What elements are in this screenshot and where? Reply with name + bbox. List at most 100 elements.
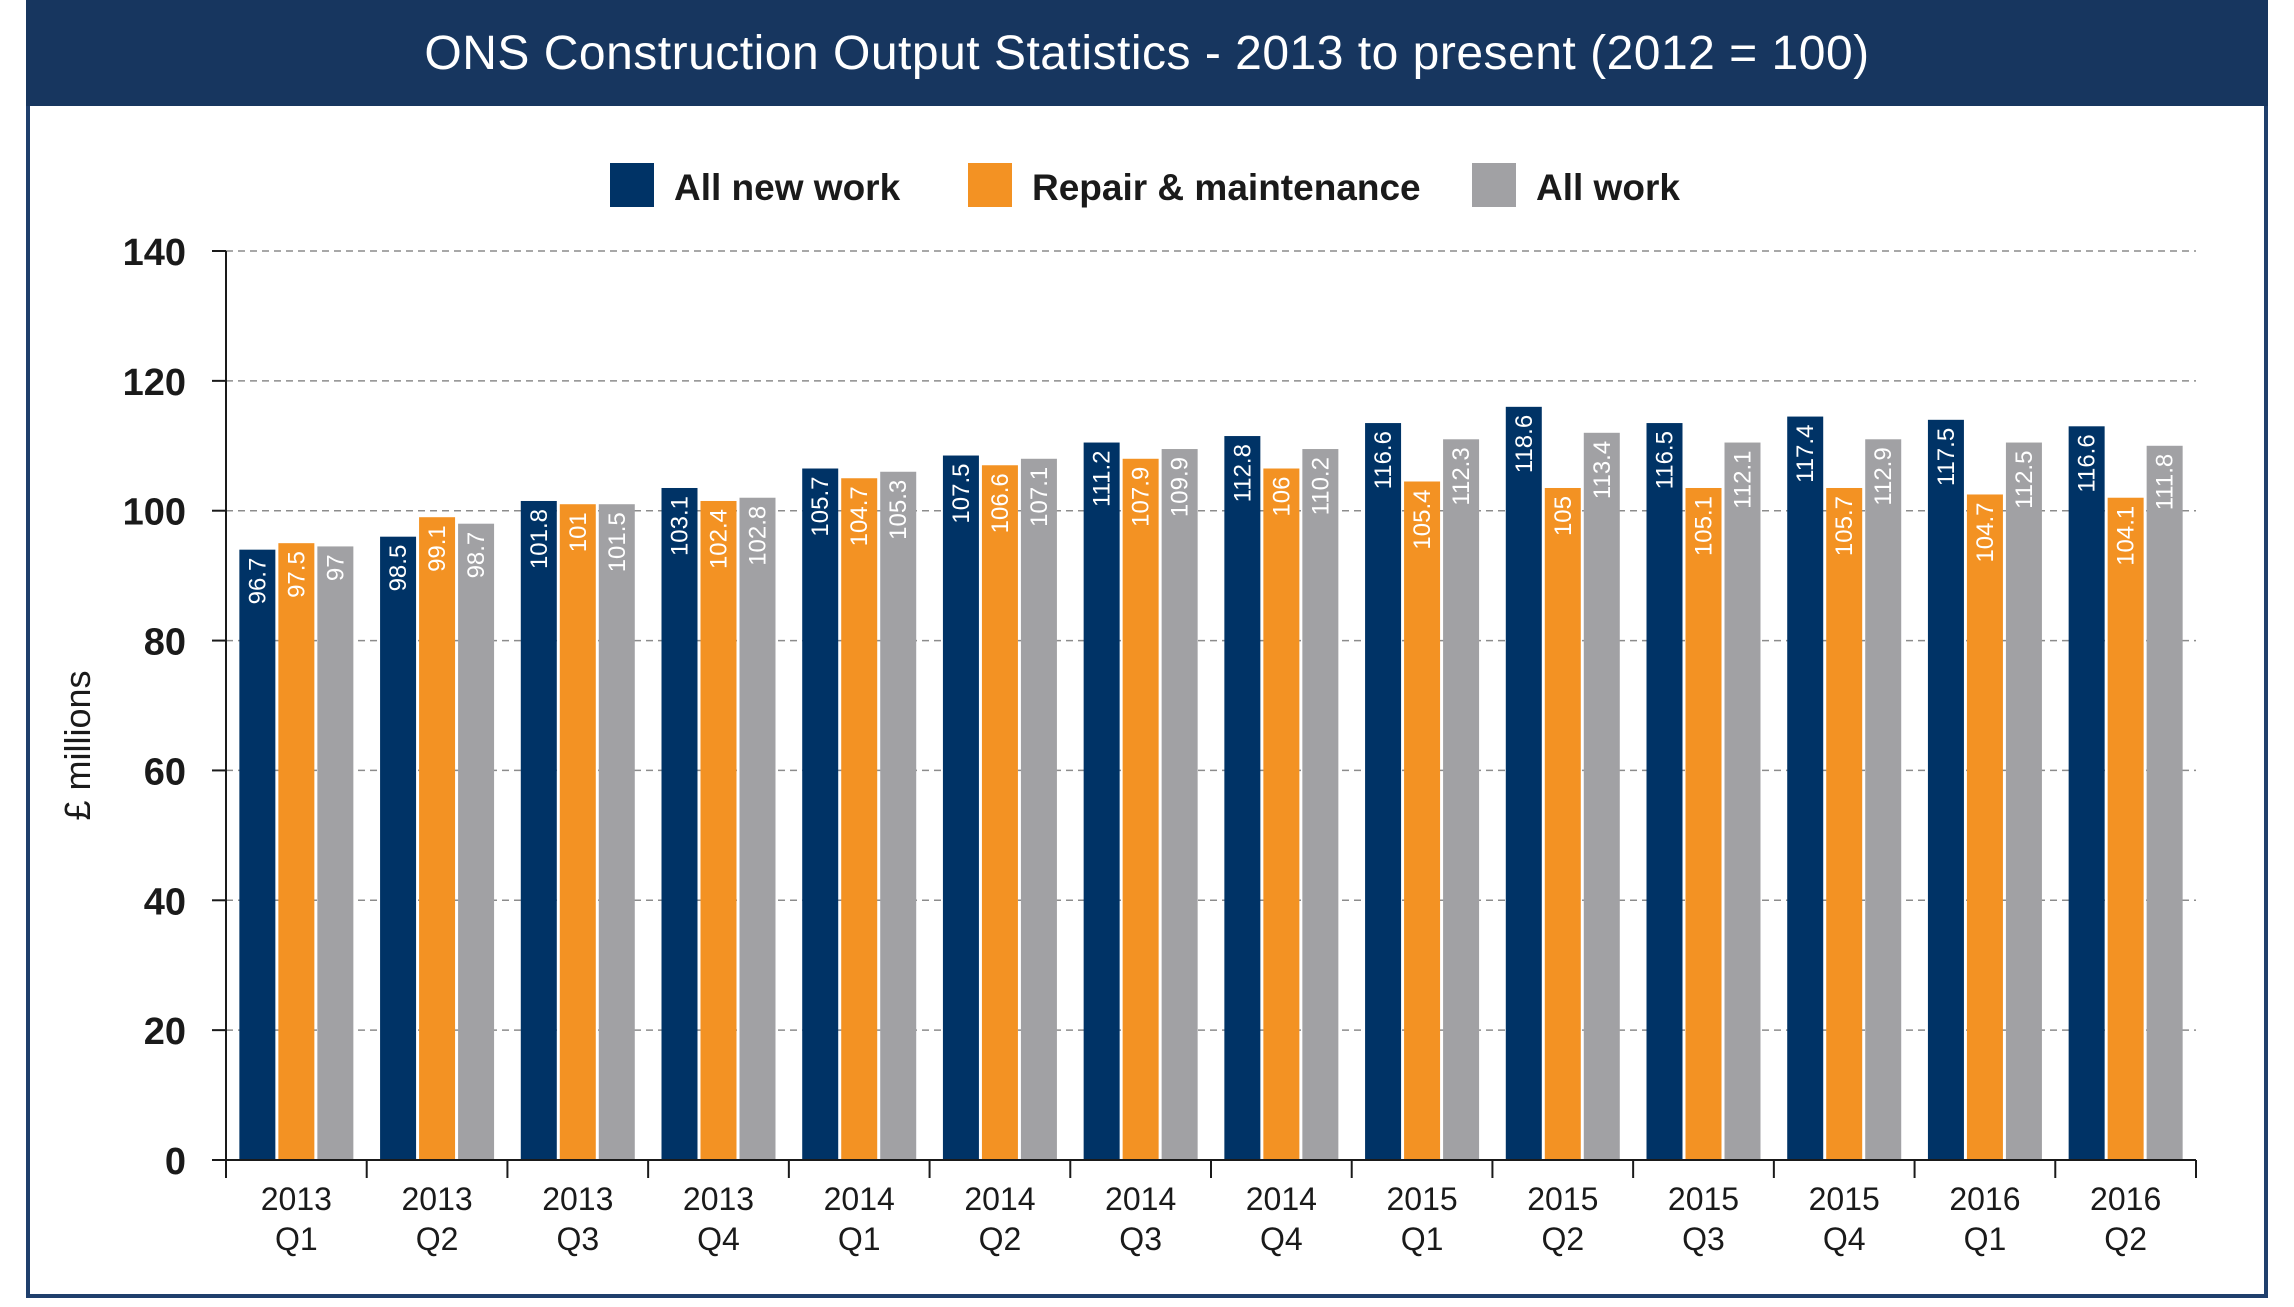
x-tick-label-year: 2015 [1386, 1181, 1457, 1217]
data-label: 97.5 [283, 551, 310, 598]
data-label: 112.3 [1448, 447, 1475, 505]
bar [1224, 436, 1261, 1161]
y-axis: 0 20 40 60 80 100 120 140 [123, 232, 227, 1183]
data-label: 104.1 [2113, 506, 2140, 566]
x-tick-label-year: 2016 [1949, 1181, 2020, 1217]
y-tick-label: 80 [144, 622, 186, 664]
data-label: 103.1 [667, 496, 694, 556]
x-tick-label-quarter: Q4 [697, 1221, 740, 1257]
bar [1443, 439, 1480, 1160]
x-tick-label-quarter: Q2 [1541, 1221, 1584, 1257]
y-tick-label: 0 [165, 1141, 186, 1183]
data-label: 117.5 [1933, 428, 1960, 486]
data-label: 96.7 [244, 558, 271, 605]
legend-swatch [968, 163, 1012, 207]
legend-label: All work [1536, 167, 1680, 208]
data-label: 97 [322, 554, 349, 581]
x-tick-label-quarter: Q4 [1260, 1221, 1303, 1257]
chart-title-bar: ONS Construction Output Statistics - 201… [26, 0, 2268, 106]
data-label: 105.4 [1409, 489, 1436, 549]
bar [458, 523, 495, 1160]
x-tick-label-year: 2013 [542, 1181, 613, 1217]
x-tick-label-year: 2015 [1809, 1181, 1880, 1217]
data-label: 106.6 [987, 473, 1014, 533]
y-tick-label: 40 [144, 881, 186, 923]
legend-swatch [1472, 163, 1516, 207]
x-tick-label-year: 2015 [1668, 1181, 1739, 1217]
data-label: 101.5 [604, 512, 631, 572]
bar [1404, 481, 1441, 1160]
bar [239, 549, 276, 1160]
bar [598, 504, 635, 1160]
x-tick-label-quarter: Q1 [838, 1221, 881, 1257]
bar [802, 468, 839, 1160]
bar [739, 497, 776, 1160]
data-label: 107.1 [1026, 467, 1053, 527]
bar [1646, 423, 1683, 1161]
data-label: 101 [565, 512, 592, 552]
bar [559, 504, 596, 1160]
data-label: 112.8 [1229, 444, 1256, 502]
x-tick-label-quarter: Q2 [416, 1221, 459, 1257]
legend-label: Repair & maintenance [1032, 167, 1421, 208]
x-tick-label-year: 2014 [824, 1181, 895, 1217]
data-label: 105.3 [885, 480, 912, 540]
legend-swatch [610, 163, 654, 207]
x-tick-label-quarter: Q4 [1823, 1221, 1866, 1257]
data-label: 98.5 [385, 545, 412, 592]
bar [700, 500, 737, 1161]
bar [841, 478, 878, 1160]
bar [1927, 419, 1964, 1160]
data-label: 116.6 [2074, 434, 2101, 492]
data-label: 117.4 [1792, 425, 1819, 483]
data-label: 116.6 [1370, 431, 1397, 489]
x-tick-label-year: 2013 [261, 1181, 332, 1217]
data-label: 111.2 [1089, 451, 1116, 508]
legend: All new work Repair & maintenance All work [610, 163, 1680, 208]
y-tick-label: 140 [123, 232, 186, 274]
bar [278, 543, 315, 1160]
bars: 96.7 98.5 101.8 103.1 105.7 107.5 111.2 112.8 11… [239, 406, 2183, 1161]
x-tick-label-year: 2013 [401, 1181, 472, 1217]
x-tick-label-quarter: Q3 [556, 1221, 599, 1257]
bar [419, 517, 456, 1160]
data-label: 101.8 [526, 509, 553, 569]
data-label: 99.1 [424, 525, 451, 572]
bar [1685, 487, 1722, 1161]
data-label: 109.9 [1167, 457, 1194, 517]
data-label: 107.9 [1128, 467, 1155, 527]
bar [2068, 426, 2105, 1160]
data-label: 112.5 [2011, 451, 2038, 509]
x-tick-label-year: 2016 [2090, 1181, 2161, 1217]
data-label: 110.2 [1307, 457, 1334, 515]
data-label: 105.7 [1831, 496, 1858, 556]
data-label: 111.8 [2152, 454, 2179, 511]
bar [1787, 416, 1824, 1160]
data-label: 102.8 [745, 506, 772, 566]
data-label: 118.6 [1511, 415, 1538, 473]
bar [2107, 497, 2144, 1160]
bar [380, 536, 417, 1160]
bar [1161, 449, 1198, 1161]
legend-label: All new work [674, 167, 901, 208]
x-tick-label-quarter: Q3 [1119, 1221, 1162, 1257]
x-tick-label-year: 2014 [964, 1181, 1035, 1217]
chart-title: ONS Construction Output Statistics - 201… [424, 26, 1870, 80]
bar [1302, 449, 1339, 1161]
bar [1865, 439, 1902, 1160]
bar [2146, 445, 2183, 1160]
y-tick-label: 100 [123, 492, 186, 534]
x-tick-label-year: 2014 [1246, 1181, 1317, 1217]
bar [317, 546, 354, 1160]
bar [1966, 494, 2003, 1160]
data-label: 98.7 [463, 532, 490, 579]
bar [1020, 458, 1057, 1160]
bar [1263, 468, 1300, 1160]
x-tick-label-year: 2015 [1527, 1181, 1598, 1217]
x-tick-label-quarter: Q2 [2104, 1221, 2147, 1257]
x-tick-label-quarter: Q1 [1964, 1221, 2007, 1257]
x-tick-label-quarter: Q3 [1682, 1221, 1725, 1257]
x-tick-label-quarter: Q1 [275, 1221, 318, 1257]
data-label: 102.4 [706, 509, 733, 569]
